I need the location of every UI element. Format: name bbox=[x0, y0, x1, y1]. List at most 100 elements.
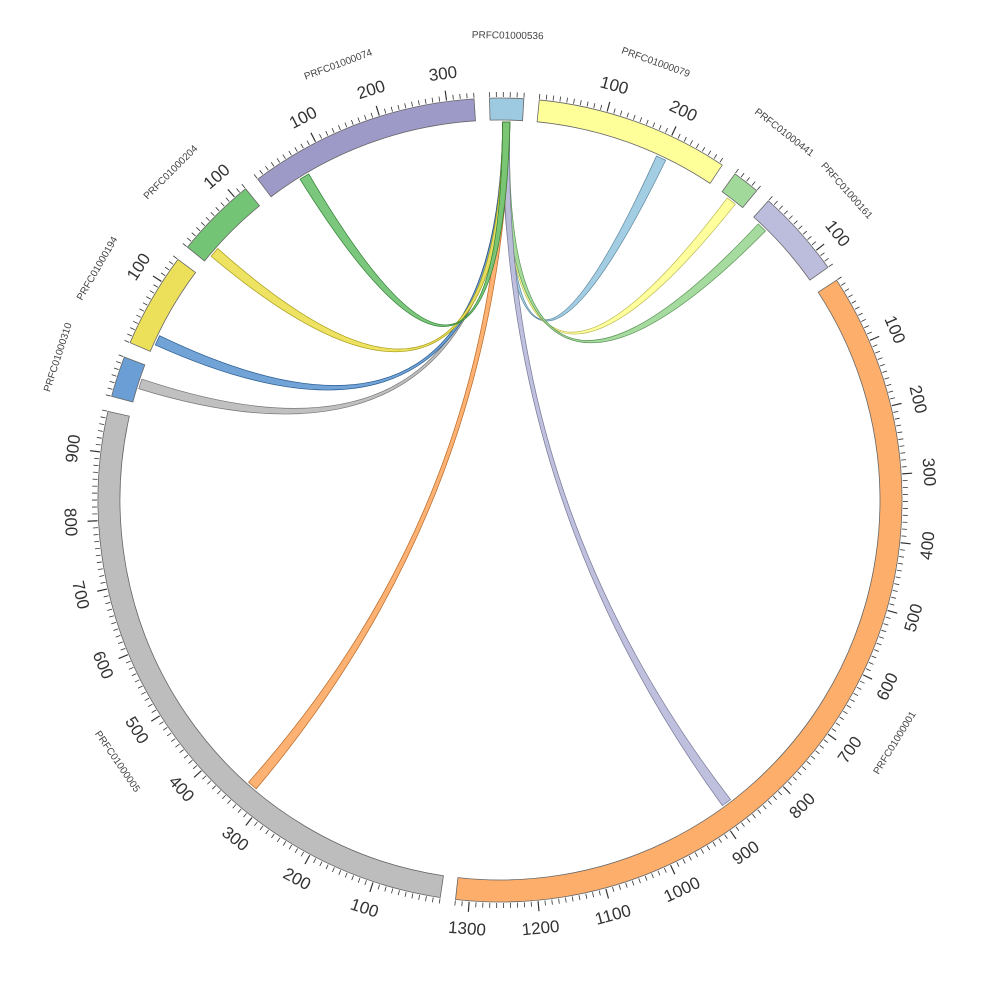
minor-tick bbox=[113, 629, 118, 631]
minor-tick bbox=[217, 790, 220, 794]
minor-tick bbox=[702, 147, 705, 151]
minor-tick bbox=[277, 158, 280, 162]
minor-tick bbox=[385, 887, 386, 892]
tick-label: 100 bbox=[286, 103, 320, 133]
minor-tick bbox=[426, 896, 427, 901]
tick-label: 100 bbox=[821, 216, 853, 250]
minor-tick bbox=[98, 569, 103, 570]
minor-tick bbox=[187, 238, 191, 241]
minor-tick bbox=[640, 117, 642, 122]
tick-label: 300 bbox=[428, 63, 459, 86]
minor-tick bbox=[553, 96, 554, 101]
minor-tick bbox=[788, 782, 792, 785]
minor-tick bbox=[212, 786, 216, 790]
minor-tick bbox=[171, 739, 175, 742]
major-tick bbox=[90, 451, 100, 452]
minor-tick bbox=[180, 750, 184, 753]
minor-tick bbox=[678, 134, 680, 138]
tick-label: 900 bbox=[729, 837, 763, 869]
minor-tick bbox=[882, 371, 887, 373]
minor-tick bbox=[165, 267, 169, 270]
minor-tick bbox=[455, 901, 456, 906]
minor-tick bbox=[758, 810, 761, 814]
tick-label: 400 bbox=[917, 531, 939, 561]
minor-tick bbox=[338, 125, 340, 130]
minor-tick bbox=[106, 395, 111, 396]
minor-tick bbox=[889, 604, 894, 605]
minor-tick bbox=[99, 424, 104, 425]
minor-tick bbox=[653, 122, 655, 127]
minor-tick bbox=[858, 313, 862, 315]
minor-tick bbox=[289, 151, 292, 155]
minor-tick bbox=[202, 776, 206, 779]
minor-tick bbox=[633, 115, 635, 120]
minor-tick bbox=[146, 297, 150, 299]
minor-tick bbox=[832, 729, 836, 732]
minor-tick bbox=[345, 873, 347, 878]
minor-tick bbox=[684, 137, 686, 141]
minor-tick bbox=[875, 351, 880, 353]
major-tick bbox=[468, 902, 469, 912]
minor-tick bbox=[418, 100, 419, 105]
minor-tick bbox=[567, 98, 568, 103]
minor-tick bbox=[802, 767, 806, 770]
minor-tick bbox=[439, 97, 440, 102]
minor-tick bbox=[594, 103, 595, 108]
minor-tick bbox=[747, 177, 750, 181]
minor-tick bbox=[789, 216, 793, 219]
minor-tick bbox=[425, 99, 426, 104]
major-tick bbox=[119, 655, 128, 659]
minor-tick bbox=[206, 217, 210, 220]
link-prfc01000536-prfc01000310 bbox=[139, 122, 510, 414]
minor-tick bbox=[184, 755, 188, 758]
minor-tick bbox=[130, 328, 135, 330]
segment-label-prfc01000001: PRFC01000001 bbox=[872, 709, 919, 776]
minor-tick bbox=[391, 888, 392, 893]
minor-tick bbox=[645, 876, 647, 881]
minor-tick bbox=[784, 211, 788, 215]
tick-label: 800 bbox=[785, 789, 819, 822]
minor-tick bbox=[193, 766, 197, 769]
minor-tick bbox=[632, 881, 634, 886]
minor-tick bbox=[880, 364, 885, 366]
minor-tick bbox=[352, 875, 354, 880]
segment-label-prfc01000441: PRFC01000441 bbox=[752, 107, 816, 160]
segment-label-prfc01000074: PRFC01000074 bbox=[303, 47, 374, 82]
minor-tick bbox=[627, 113, 629, 118]
minor-tick bbox=[104, 596, 109, 597]
minor-tick bbox=[900, 453, 905, 454]
tick-label: 600 bbox=[89, 648, 117, 681]
minor-tick bbox=[896, 425, 901, 426]
minor-tick bbox=[763, 805, 766, 809]
minor-tick bbox=[874, 650, 879, 652]
labels-layer: 1002001001002003004005006007008009001000… bbox=[42, 30, 939, 940]
minor-tick bbox=[696, 144, 698, 148]
tick-label: 900 bbox=[62, 433, 84, 463]
minor-tick bbox=[840, 717, 844, 720]
minor-tick bbox=[121, 648, 126, 650]
minor-tick bbox=[574, 99, 575, 104]
minor-tick bbox=[881, 630, 886, 632]
minor-tick bbox=[136, 315, 140, 317]
minor-tick bbox=[432, 897, 433, 902]
minor-tick bbox=[384, 109, 385, 114]
minor-tick bbox=[192, 233, 196, 236]
minor-tick bbox=[559, 899, 560, 904]
minor-tick bbox=[626, 883, 628, 888]
minor-tick bbox=[778, 791, 781, 795]
minor-tick bbox=[878, 358, 883, 360]
minor-tick bbox=[295, 147, 298, 151]
minor-tick bbox=[101, 417, 106, 418]
minor-tick bbox=[690, 140, 692, 144]
tick-label: 700 bbox=[834, 733, 866, 767]
minor-tick bbox=[398, 105, 399, 110]
minor-tick bbox=[890, 398, 895, 399]
minor-tick bbox=[132, 674, 137, 676]
minor-tick bbox=[586, 894, 587, 899]
tick-label: 100 bbox=[200, 160, 234, 193]
major-tick bbox=[538, 901, 539, 911]
tick-label: 700 bbox=[68, 579, 93, 611]
minor-tick bbox=[295, 849, 298, 853]
minor-tick bbox=[893, 411, 898, 412]
major-tick bbox=[311, 133, 316, 142]
